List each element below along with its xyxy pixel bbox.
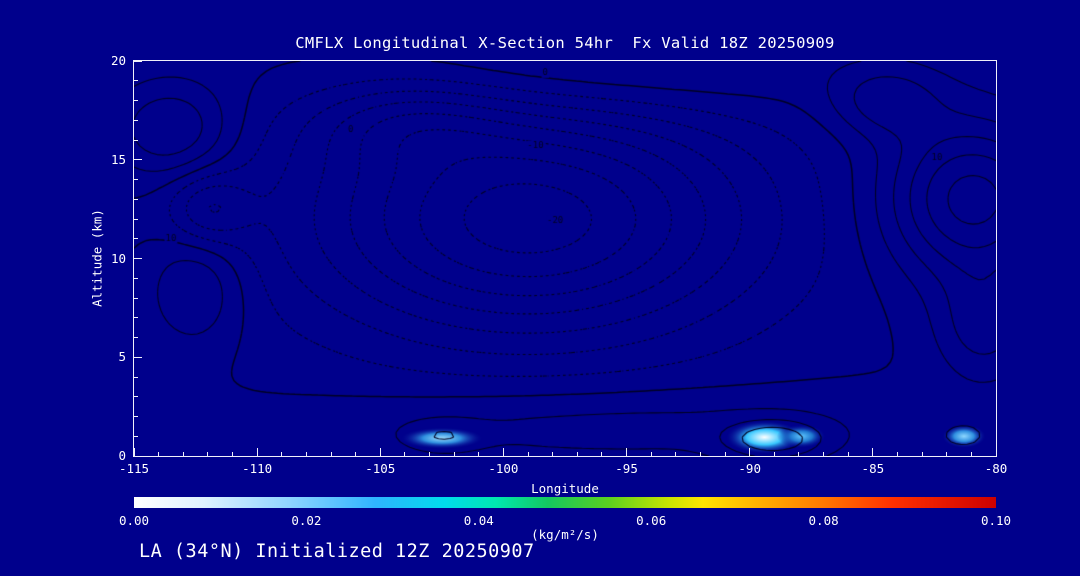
x-minor-tick [429,452,431,456]
y-major-tick [134,159,142,161]
chart-title: CMFLX Longitudinal X-Section 54hr Fx Val… [295,34,835,52]
y-tick-label: 20 [110,53,126,68]
y-major-tick [134,455,142,457]
x-minor-tick [527,452,529,456]
colorbar-tick-label: 0.00 [118,513,150,528]
y-minor-tick [134,297,138,299]
x-axis-label: Longitude [531,481,599,496]
y-minor-tick [134,317,138,319]
x-major-tick [995,448,997,456]
y-tick-label: 0 [118,448,126,463]
x-minor-tick [921,452,923,456]
x-major-tick [872,448,874,456]
y-minor-tick [134,416,138,417]
x-minor-tick [650,452,652,456]
x-minor-tick [232,452,233,456]
x-minor-tick [478,452,480,456]
x-major-tick [626,448,628,456]
x-minor-tick [281,452,283,456]
y-minor-tick [134,277,138,279]
colorbar-tick-label: 0.04 [463,513,494,528]
x-minor-tick [896,452,898,456]
x-minor-tick [847,452,849,456]
y-minor-tick [134,337,138,338]
x-tick-label: -90 [738,461,761,476]
x-tick-label: -115 [118,461,150,476]
y-minor-tick [134,218,138,220]
x-major-tick [379,448,381,456]
plot-frame [133,60,997,457]
x-tick-label: -105 [365,461,396,476]
x-minor-tick [946,452,948,456]
x-minor-tick [305,452,307,456]
x-tick-label: -80 [984,461,1008,476]
x-tick-label: -100 [488,461,519,476]
x-major-tick [133,448,135,456]
y-minor-tick [134,198,138,200]
x-major-tick [749,448,751,456]
x-minor-tick [675,452,677,456]
x-major-tick [256,448,258,456]
y-major-tick [134,356,142,358]
y-minor-tick [134,100,138,101]
y-minor-tick [134,179,138,180]
y-tick-label: 5 [118,349,126,365]
contour-plot-canvas [134,61,996,456]
x-minor-tick [404,452,406,456]
x-minor-tick [724,452,726,456]
colorbar-units-label: (kg/m²/s) [531,527,599,542]
y-tick-label: 10 [110,250,126,266]
y-minor-tick [134,435,138,437]
x-minor-tick [453,452,455,456]
x-minor-tick [355,452,357,456]
colorbar [134,497,996,508]
init-annotation: LA (34°N) Initialized 12Z 20250907 [139,541,535,562]
x-minor-tick [773,452,775,456]
y-major-tick [134,258,142,259]
y-minor-tick [134,238,138,240]
x-minor-tick [970,452,972,456]
x-minor-tick [330,452,332,456]
x-minor-tick [182,452,184,456]
y-minor-tick [134,139,138,141]
x-major-tick [502,448,504,456]
y-minor-tick [134,396,138,398]
y-minor-tick [134,376,138,378]
y-major-tick [134,60,142,62]
colorbar-tick-label: 0.10 [980,513,1012,528]
x-minor-tick [699,452,701,456]
x-minor-tick [823,452,825,456]
x-minor-tick [207,452,209,456]
x-minor-tick [552,452,554,456]
x-minor-tick [576,452,578,456]
x-tick-label: -95 [615,461,638,476]
y-minor-tick [134,80,138,82]
y-tick-label: 15 [110,151,126,167]
x-tick-label: -110 [242,461,273,476]
x-minor-tick [158,452,160,456]
colorbar-tick-label: 0.08 [808,513,839,528]
colorbar-tick-label: 0.06 [636,513,667,528]
colorbar-tick-label: 0.02 [291,513,322,528]
x-minor-tick [601,452,603,456]
x-minor-tick [798,452,800,456]
y-minor-tick [134,119,138,121]
x-tick-label: -85 [861,461,885,476]
